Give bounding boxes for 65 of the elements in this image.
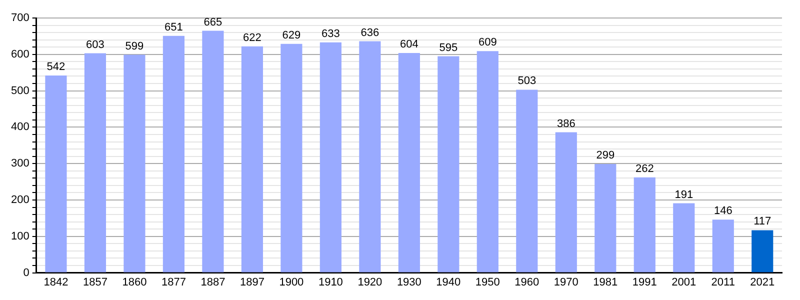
- y-tick-label: 400: [10, 121, 30, 134]
- bar: [476, 51, 498, 272]
- data-label: 636: [360, 26, 380, 39]
- x-tick-label: 1900: [279, 276, 304, 288]
- bar: [162, 36, 184, 272]
- x-tick-label: 1860: [122, 276, 147, 288]
- x-tick-label: 1897: [240, 276, 264, 288]
- data-label: 629: [282, 29, 301, 42]
- y-tick-label: 200: [10, 194, 30, 206]
- x-tick-label: 2011: [711, 276, 735, 288]
- bar: [84, 53, 106, 272]
- x-tick-label: 1970: [554, 276, 578, 288]
- data-label: 542: [46, 61, 66, 74]
- x-tick-label: 1857: [82, 276, 108, 288]
- bar: [634, 177, 656, 272]
- x-tick-label: 1940: [436, 276, 461, 288]
- data-label: 603: [86, 38, 104, 51]
- bar: [124, 54, 146, 272]
- bar: [594, 164, 616, 272]
- data-label: 191: [674, 188, 694, 201]
- data-label: 622: [243, 32, 262, 44]
- y-tick-label: 0: [23, 266, 30, 279]
- x-tick-label: 1920: [358, 276, 382, 288]
- x-tick-label: 1960: [514, 276, 540, 288]
- x-tick-label: 1981: [593, 276, 618, 288]
- x-tick-label: 1877: [161, 276, 186, 288]
- x-tick-label: 1910: [318, 276, 343, 288]
- data-label: 633: [322, 28, 340, 40]
- bar: [555, 132, 577, 272]
- data-label: 599: [125, 40, 144, 52]
- bar: [516, 90, 538, 272]
- y-tick-label: 600: [10, 48, 30, 60]
- data-label: 595: [439, 42, 458, 54]
- bar: [241, 46, 263, 272]
- data-label: 299: [596, 149, 615, 162]
- data-label: 651: [164, 21, 183, 34]
- bar: [398, 52, 420, 272]
- data-label: 117: [754, 216, 772, 228]
- y-tick-label: 300: [10, 158, 30, 170]
- bar: [359, 41, 381, 272]
- x-tick-label: 1991: [632, 276, 657, 288]
- data-label: 386: [556, 118, 576, 130]
- y-tick-label: 500: [10, 84, 30, 97]
- bar: [320, 42, 342, 272]
- data-label: 665: [204, 16, 222, 28]
- data-label: 262: [635, 162, 654, 175]
- data-label: 604: [400, 38, 418, 50]
- x-tick-label: 1950: [475, 276, 500, 288]
- bar: [280, 44, 302, 272]
- x-tick-label: 2001: [672, 276, 696, 288]
- bar: [673, 203, 695, 272]
- x-tick-label: 1842: [44, 276, 68, 288]
- y-tick-label: 100: [10, 230, 30, 242]
- data-label: 609: [478, 36, 497, 49]
- bar: [752, 230, 774, 272]
- x-tick-label: 1887: [200, 276, 226, 288]
- x-tick-label: 1930: [396, 276, 422, 288]
- bar: [202, 30, 224, 272]
- data-label: 146: [714, 205, 732, 218]
- bar: [45, 76, 67, 272]
- bar: [712, 220, 734, 272]
- y-tick-label: 700: [10, 12, 30, 24]
- data-label: 503: [518, 75, 536, 88]
- x-tick-label: 2021: [750, 276, 775, 288]
- bar: [438, 56, 460, 272]
